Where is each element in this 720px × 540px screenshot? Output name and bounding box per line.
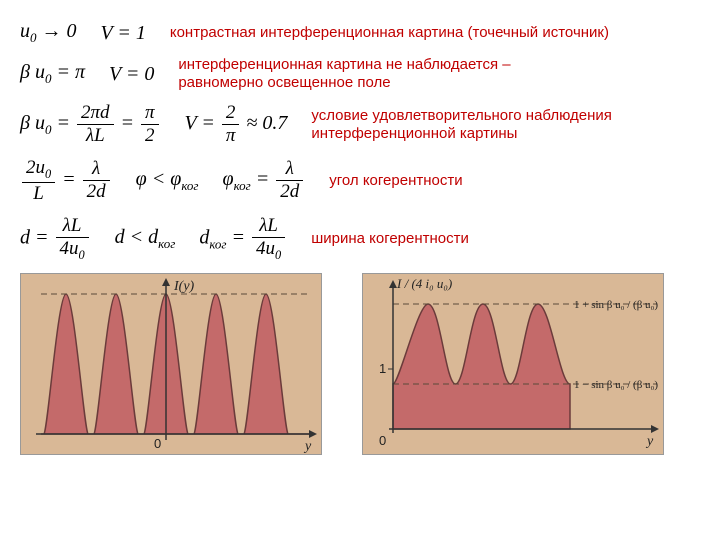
formula-v-1: V = 1 — [101, 22, 146, 45]
formula-v-07: V = 2π ≈ 0.7 — [185, 102, 288, 147]
formula-d-eq: d = λL4u0 — [20, 215, 91, 263]
explain-2: интерференционная картина не наблюдается… — [178, 56, 558, 92]
svg-text:0: 0 — [379, 433, 386, 448]
formula-2u0-L: 2u0L = λ2d — [20, 157, 112, 205]
svg-text:y: y — [303, 439, 312, 454]
svg-text:1 − sin β u₀ / (β u₀): 1 − sin β u₀ / (β u₀) — [574, 379, 658, 391]
svg-text:1: 1 — [379, 361, 386, 376]
chart-left-svg: I(y) 0 y — [20, 273, 322, 455]
svg-text:I / (4 i₀ u₀): I / (4 i₀ u₀) — [396, 276, 452, 291]
formula-beta-u0-frac: β u0 = 2πdλL = π2 — [20, 102, 161, 147]
formula-d-lt: d < dког — [115, 226, 176, 252]
row-5: d = λL4u0 d < dког dког = λL4u0 ширина к… — [20, 215, 700, 263]
chart-right-svg: 1 I / (4 i₀ u₀) 0 y 1 + sin β u₀ / (β u₀) 1 −… — [362, 273, 664, 455]
svg-text:1 + sin β u₀ / (β u₀): 1 + sin β u₀ / (β u₀) — [574, 299, 658, 311]
row-3: β u0 = 2πdλL = π2 V = 2π ≈ 0.7 условие у… — [20, 102, 700, 147]
charts-container: I(y) 0 y 1 I / (4 i₀ u₀) 0 y 1 + sin β u₀ / (β… — [20, 273, 700, 458]
svg-text:I(y): I(y) — [173, 279, 195, 294]
explain-1: контрастная интерференционная картина (т… — [170, 24, 609, 42]
explain-3: условие удовлетворительного наблюдения и… — [311, 107, 631, 143]
row-1: u0 → 0 V = 1 контрастная интерференционн… — [20, 20, 700, 46]
formula-u0-to-0: u0 → 0 — [20, 20, 77, 46]
svg-text:0: 0 — [154, 436, 161, 451]
formula-beta-u0-pi: β u0 = π — [20, 61, 85, 87]
row-2: β u0 = π V = 0 интерференционная картина… — [20, 56, 700, 92]
chart-right: 1 I / (4 i₀ u₀) 0 y 1 + sin β u₀ / (β u₀) 1 −… — [362, 273, 664, 458]
explain-4: угол когерентности — [329, 172, 462, 190]
formula-v-0: V = 0 — [109, 63, 154, 86]
formula-phi-kog: φког = λ2d — [223, 158, 306, 203]
explain-5: ширина когерентности — [311, 230, 469, 248]
formula-d-kog: dког = λL4u0 — [199, 215, 287, 263]
svg-text:y: y — [645, 434, 654, 449]
row-4: 2u0L = λ2d φ < φког φког = λ2d угол коге… — [20, 157, 700, 205]
formula-phi-lt: φ < φког — [136, 168, 199, 194]
chart-left: I(y) 0 y — [20, 273, 322, 458]
